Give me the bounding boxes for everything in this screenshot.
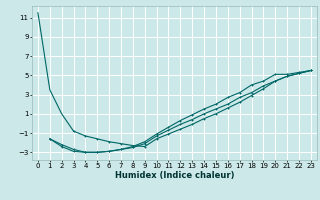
X-axis label: Humidex (Indice chaleur): Humidex (Indice chaleur) xyxy=(115,171,234,180)
